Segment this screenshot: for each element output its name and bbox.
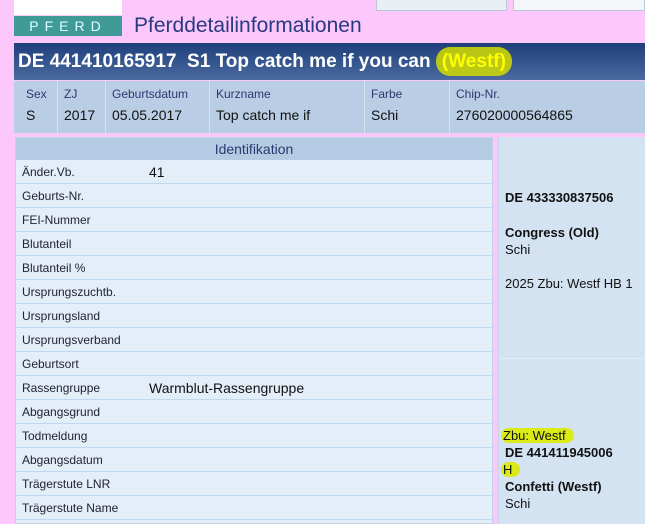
table-row: Änder.Vb. 41 [16,160,492,184]
table-row: Abgangsgrund [16,400,492,424]
dam-zbu: Zbu: Westf [501,428,574,443]
label: ZJ [64,87,78,101]
row-label: Todmeldung [22,428,88,443]
sire-color: Schi [505,242,531,257]
dam-sex: H [501,462,521,477]
sire-name[interactable]: Congress (Old) [505,225,599,240]
label: Sex [26,87,47,101]
value: 276020000564865 [456,107,573,123]
toolbar-icons-left[interactable] [376,0,507,11]
table-row: Todmeldung [16,424,492,448]
label: Kurzname [216,87,271,101]
table-row: Blutanteil % [16,256,492,280]
pedigree-panel: DE 433330837506 Congress (Old) Schi 2025… [498,137,645,524]
table-row: FEI-Nummer [16,208,492,232]
value: S [26,107,36,123]
sire-note: 2025 Zbu: Westf HB 1 [505,276,633,291]
row-label: Trägerstute Name [22,500,119,515]
value: Schi [371,107,399,123]
row-label: Ursprungsland [22,308,101,323]
row-value: 41 [149,163,165,180]
row-label: Geburts-Nr. [22,188,85,203]
row-label: Abgangsdatum [22,452,103,467]
row-label: Abgangsgrund [22,404,101,419]
row-label: FEI-Nummer [22,212,91,227]
horse-name: Top catch me if you can [215,51,431,72]
info-sex: Sex S [14,81,58,133]
table-row: Geburts-Nr. [16,184,492,208]
dam-name[interactable]: Confetti (Westf) [505,479,602,494]
table-row: Trägerstute LNR [16,472,492,496]
table-row: Abgangsdatum [16,448,492,472]
horse-code: S1 [187,51,211,72]
table-row: Ursprungszuchtb. [16,280,492,304]
value: 05.05.2017 [112,107,183,123]
table-row: Trägerstute Name [16,496,492,520]
info-farbe: Farbe Schi [365,81,450,133]
toolbar-icons-right[interactable] [513,0,645,11]
table-row: Geburtsort [16,352,492,376]
row-label: Rassengruppe [22,380,101,395]
row-label: Blutanteil [22,236,72,251]
label: Farbe [371,87,403,101]
logo-top [14,0,122,15]
row-label: Ursprungszuchtb. [22,284,117,299]
identifikation-title: Identifikation [16,138,492,160]
servit-pferd-logo[interactable]: PFERD [14,0,122,36]
info-chip: Chip-Nr. 276020000564865 [450,81,645,133]
row-label: Geburtsort [22,356,79,371]
row-label: Trägerstute LNR [22,476,111,491]
info-zj: ZJ 2017 [58,81,106,133]
table-row: Rassengruppe Warmblut-Rassengruppe [16,376,492,400]
row-label: Ursprungsverband [22,332,121,347]
label: Chip-Nr. [456,87,501,101]
row-value: Warmblut-Rassengruppe [149,379,305,396]
page-title: Pferddetailinformationen [134,14,362,37]
table-row: Blutanteil [16,232,492,256]
horse-header: DE 441410165917 S1 Top catch me if you c… [14,43,645,80]
value: Top catch me if [216,107,311,123]
logo-bottom: PFERD [14,16,122,36]
info-geburtsdatum: Geburtsdatum 05.05.2017 [106,81,210,133]
row-label: Änder.Vb. [22,164,75,179]
row-label: Blutanteil % [22,260,86,275]
horse-region: (Westf) [435,47,512,76]
table-row: Ursprungsverband [16,328,492,352]
label: Geburtsdatum [112,87,189,101]
dam-id[interactable]: DE 441411945006 [505,445,613,460]
dam-color: Schi [505,496,531,511]
table-row: Ursprungsland [16,304,492,328]
horse-id: DE 441410165917 [18,51,177,72]
identifikation-table: Identifikation Änder.Vb. 41 Geburts-Nr. FEI… [15,137,493,524]
info-kurzname: Kurzname Top catch me if [210,81,365,133]
horse-info-row: Sex S ZJ 2017 Geburtsdatum 05.05.2017 Kurzn… [14,81,645,133]
value: 2017 [64,107,96,123]
sire-id[interactable]: DE 433330837506 [505,190,614,205]
divider [499,358,645,359]
